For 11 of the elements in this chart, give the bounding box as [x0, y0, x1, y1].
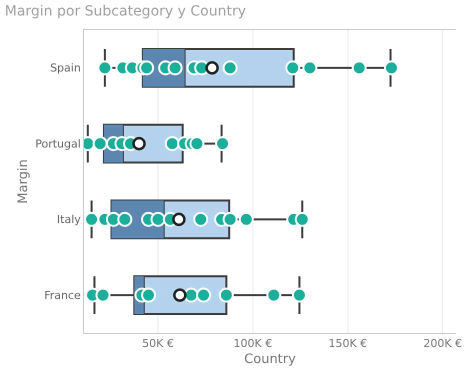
y-tick-label: Spain: [50, 62, 81, 75]
y-tick-label: Portugal: [35, 137, 81, 150]
y-axis-title: Margin: [16, 159, 32, 204]
y-tick-label: Italy: [56, 213, 82, 226]
chart-title: Margin por Subcategory y Country: [4, 4, 246, 20]
x-tick-label: 100K €: [234, 337, 272, 350]
x-tick-label: 50K €: [142, 337, 174, 350]
x-tick-label: 200K €: [423, 337, 462, 350]
y-tick-label: France: [44, 288, 82, 302]
x-tick-label: 150K €: [328, 337, 368, 350]
x-axis-title: Country: [244, 352, 296, 367]
